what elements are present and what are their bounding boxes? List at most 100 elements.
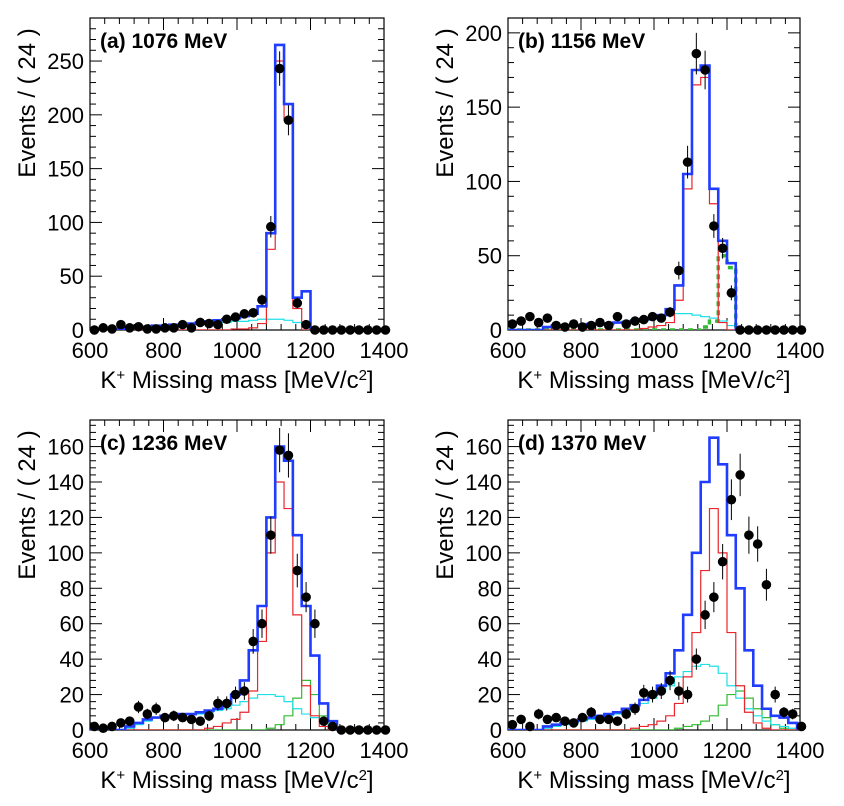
x-tick-label: 1200 (703, 738, 752, 763)
data-point (116, 319, 126, 330)
data-point (371, 725, 382, 735)
data-point (770, 325, 780, 335)
data-point (89, 721, 100, 732)
data-point (363, 325, 373, 335)
data-point (124, 323, 135, 333)
data-point (700, 610, 710, 620)
plot-frame (507, 419, 801, 731)
plot-frame (507, 17, 801, 331)
data-point (292, 565, 303, 576)
data-point (380, 725, 391, 735)
y-axis-label: Events / ( 24 ) (432, 28, 459, 177)
data-point (98, 723, 109, 734)
total-fit-histogram (508, 64, 800, 330)
data-point (630, 316, 640, 326)
y-tick-label: 0 (490, 318, 502, 343)
data-point (735, 470, 745, 480)
histogram-group (90, 445, 384, 730)
panel-b: 600 800 1000 1200 1400 0 50 100 150 200 (b) 1156 M… (432, 17, 824, 394)
data-point (586, 707, 597, 718)
data-point (230, 312, 241, 322)
panel-c: 600 800 1000 1200 1400 0 20 40 60 80 100 120 140 160 (… (14, 419, 408, 794)
data-point (221, 314, 232, 325)
data-point (204, 711, 214, 721)
data-point (327, 721, 338, 732)
data-point (674, 686, 684, 696)
data-point (568, 718, 579, 728)
data-point (691, 654, 702, 664)
data-point (230, 689, 241, 700)
data-point (195, 317, 206, 328)
plot-frame (89, 419, 385, 731)
y-tick-label: 250 (47, 49, 84, 74)
y-tick-label: 20 (478, 683, 502, 708)
data-point (779, 325, 789, 335)
y-axis-label: Events / ( 24 ) (432, 430, 459, 579)
y-tick-label: 50 (60, 264, 84, 289)
x-tick-label: 800 (563, 738, 600, 763)
x-tick-label: 1200 (286, 338, 335, 363)
data-point (168, 711, 179, 721)
total-fit-histogram (90, 445, 384, 730)
data-point (665, 675, 675, 686)
data-point (310, 618, 320, 629)
data-point (142, 709, 153, 719)
data-point (354, 725, 364, 735)
data-point (735, 325, 745, 335)
data-point (647, 689, 658, 700)
data-point (266, 530, 276, 540)
signal-histogram (90, 60, 384, 330)
data-point (691, 48, 702, 59)
data-point (709, 592, 719, 602)
data-point (682, 689, 693, 700)
signal-histogram (508, 76, 800, 330)
x-tick-label: 800 (145, 338, 182, 363)
data-point (266, 221, 276, 232)
data-point (726, 494, 737, 505)
data-point (744, 530, 754, 540)
data-point (124, 716, 135, 726)
data-point (603, 714, 614, 725)
data-point (516, 316, 526, 326)
data-point (107, 721, 117, 732)
data-point (612, 311, 623, 322)
data-point (595, 317, 605, 328)
data-point (160, 323, 170, 333)
data-point (542, 313, 553, 323)
panel-title: (b) 1156 MeV (518, 30, 645, 53)
y-tick-label: 160 (47, 435, 84, 460)
data-point (586, 320, 597, 331)
data-point (700, 65, 710, 75)
data-point (98, 323, 109, 333)
data-point (177, 712, 188, 723)
data-point (744, 325, 754, 335)
data-point (89, 325, 100, 335)
data-point (301, 319, 311, 330)
data-point (682, 157, 693, 167)
data-point (274, 63, 285, 74)
x-tick-label: 1000 (213, 338, 262, 363)
x-tick-label: 600 (72, 738, 109, 763)
y-tick-label: 200 (465, 21, 502, 46)
x-tick-label: 1400 (360, 338, 409, 363)
y-tick-label: 160 (465, 435, 502, 460)
data-point (336, 725, 347, 735)
data-point (595, 714, 605, 725)
data-point (674, 265, 684, 276)
data-point (507, 719, 518, 730)
x-tick-label: 1000 (213, 738, 262, 763)
y-tick-label: 80 (60, 576, 84, 601)
data-point (283, 115, 294, 126)
data-point (345, 325, 355, 335)
data-point (116, 718, 126, 728)
data-point (568, 319, 579, 329)
data-point (717, 556, 728, 567)
data-point (638, 314, 649, 325)
data-point (133, 702, 144, 712)
x-axis-label: K+ Missing mass [MeV/c2] (100, 367, 373, 395)
data-point (354, 325, 364, 335)
data-point (542, 714, 553, 725)
data-point (318, 325, 329, 335)
data-point (345, 725, 355, 735)
